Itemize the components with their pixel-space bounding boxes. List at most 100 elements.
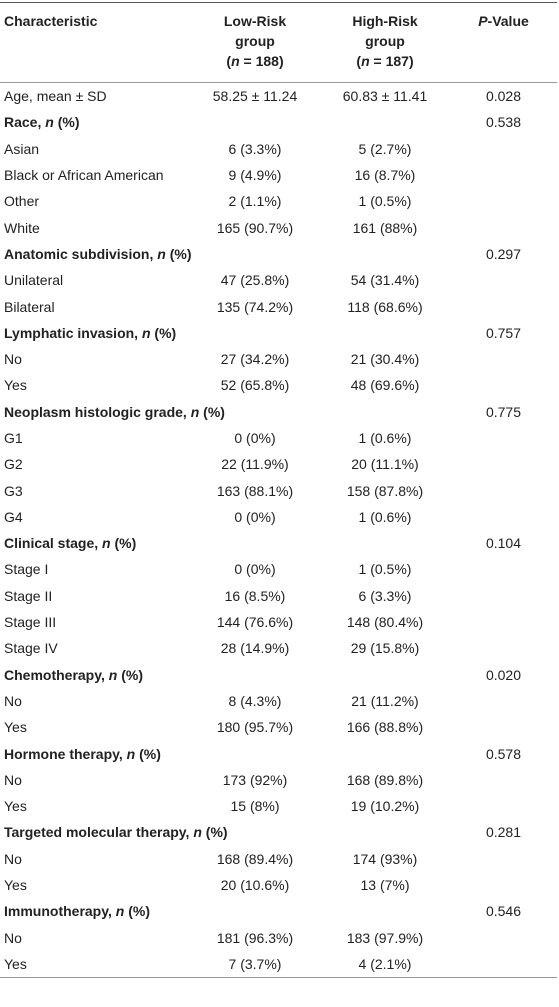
high-risk-cell: 29 (15.8%) — [350, 640, 420, 657]
high-risk-cell: 21 (11.2%) — [351, 692, 419, 709]
high-risk-cell: 118 (68.6%) — [347, 298, 423, 315]
characteristic-cell: Immunotherapy, n (%) — [0, 898, 190, 924]
p-value-cell — [450, 267, 557, 293]
text-segment: n — [45, 114, 54, 131]
text-segment: Anatomic subdivision, — [4, 245, 158, 262]
data-row: Bilateral 135 (74.2%) 118 (68.6%) — [0, 293, 557, 319]
p-value-cell: 0.546 — [485, 903, 522, 920]
characteristic-cell: G3 — [4, 482, 23, 499]
low-risk-cell: 0 (0%) — [234, 508, 276, 525]
p-value-cell — [450, 346, 557, 372]
text-segment: Targeted molecular therapy, — [4, 824, 194, 841]
characteristic-cell: Age, mean ± SD — [4, 88, 107, 105]
low-risk-cell: 52 (65.8%) — [220, 377, 290, 394]
text-segment: Chemotherapy, — [4, 666, 109, 683]
high-risk-cell: 54 (31.4%) — [350, 272, 420, 289]
header-line: (n = 187) — [324, 51, 446, 71]
header-line: group — [324, 31, 446, 51]
p-value-cell: 0.020 — [485, 666, 522, 683]
characteristic-cell: Race, n (%) — [0, 109, 190, 135]
table-body: Age, mean ± SD 58.25 ± 11.24 60.83 ± 11.41… — [0, 83, 557, 978]
data-row: Stage III 144 (76.6%) 148 (80.4%) — [0, 609, 557, 635]
p-value-cell — [450, 925, 557, 951]
p-value-cell — [450, 714, 557, 740]
text-segment: (%) — [53, 114, 80, 131]
text-segment: Immunotherapy, — [4, 903, 116, 920]
p-value-cell: 0.281 — [485, 824, 522, 841]
low-risk-cell: 7 (3.7%) — [228, 955, 282, 972]
data-row: Stage IV 28 (14.9%) 29 (15.8%) — [0, 635, 557, 661]
high-risk-cell: 1 (0.6%) — [358, 508, 412, 525]
text-segment: group — [365, 33, 405, 49]
column-header: Low-Risk group (n = 188) — [190, 2, 320, 83]
low-risk-cell — [190, 109, 320, 135]
data-row: G4 0 (0%) 1 (0.6%) — [0, 504, 557, 530]
p-value-cell: 0.028 — [485, 88, 522, 105]
section-row: Race, n (%) 0.538 — [0, 109, 557, 135]
characteristic-cell: Neoplasm histologic grade, n (%) — [0, 399, 225, 425]
characteristic-cell: Yes — [4, 877, 27, 894]
low-risk-cell: 168 (89.4%) — [216, 850, 294, 867]
low-risk-cell: 28 (14.9%) — [220, 640, 290, 657]
p-value-cell: 0.104 — [485, 535, 522, 552]
data-row: Black or African American 9 (4.9%) 16 (8.7… — [0, 162, 557, 188]
text-segment: ( — [356, 53, 362, 69]
data-row: No 27 (34.2%) 21 (30.4%) — [0, 346, 557, 372]
data-row: Yes 180 (95.7%) 166 (88.8%) — [0, 714, 557, 740]
characteristic-cell: Asian — [4, 140, 40, 157]
characteristic-cell: Yes — [4, 798, 27, 815]
data-row: Unilateral 47 (25.8%) 54 (31.4%) — [0, 267, 557, 293]
low-risk-cell: 9 (4.9%) — [228, 167, 282, 184]
column-header: Characteristic — [0, 2, 190, 83]
low-risk-cell: 165 (90.7%) — [216, 219, 294, 236]
low-risk-cell: 144 (76.6%) — [216, 614, 294, 631]
text-segment: n — [193, 824, 202, 841]
characteristic-cell: No — [4, 929, 22, 946]
characteristic-cell: G4 — [4, 508, 23, 525]
text-segment: group — [235, 33, 275, 49]
data-row: Age, mean ± SD 58.25 ± 11.24 60.83 ± 11.41… — [0, 83, 557, 110]
high-risk-cell — [320, 819, 450, 845]
low-risk-cell: 6 (3.3%) — [228, 140, 282, 157]
characteristic-cell: Stage II — [4, 587, 53, 604]
section-row: Lymphatic invasion, n (%) 0.757 — [0, 320, 557, 346]
characteristic-cell: Yes — [4, 719, 27, 736]
high-risk-cell: 20 (11.1%) — [351, 456, 419, 473]
low-risk-cell: 58.25 ± 11.24 — [212, 88, 298, 105]
header-line: Characteristic — [4, 11, 186, 31]
characteristic-cell: Black or African American — [4, 167, 164, 184]
p-value-cell — [450, 767, 557, 793]
header-row: Characteristic Low-Risk group (n = 188) High… — [0, 2, 557, 83]
high-risk-cell — [320, 898, 450, 924]
header-line: P-Value — [454, 11, 553, 31]
data-row: Yes 7 (3.7%) 4 (2.1%) — [0, 951, 557, 978]
p-value-cell — [450, 583, 557, 609]
data-row: Other 2 (1.1%) 1 (0.5%) — [0, 188, 557, 214]
text-segment: n — [231, 53, 240, 69]
column-header: High-Risk group (n = 187) — [320, 2, 450, 83]
p-value-cell — [450, 188, 557, 214]
data-row: No 8 (4.3%) 21 (11.2%) — [0, 688, 557, 714]
low-risk-cell — [190, 530, 320, 556]
high-risk-cell: 1 (0.5%) — [358, 193, 412, 210]
p-value-cell — [450, 872, 557, 898]
data-row: Yes 15 (8%) 19 (10.2%) — [0, 793, 557, 819]
low-risk-cell: 173 (92%) — [222, 771, 288, 788]
section-row: Chemotherapy, n (%) 0.020 — [0, 662, 557, 688]
characteristic-cell: No — [4, 771, 22, 788]
high-risk-cell: 158 (87.8%) — [346, 482, 424, 499]
high-risk-cell: 1 (0.5%) — [358, 561, 412, 578]
text-segment: (%) — [150, 324, 177, 341]
section-row: Immunotherapy, n (%) 0.546 — [0, 898, 557, 924]
low-risk-cell: 47 (25.8%) — [220, 272, 290, 289]
text-segment: = 188) — [239, 53, 284, 69]
high-risk-cell: 16 (8.7%) — [354, 167, 416, 184]
text-segment: (%) — [165, 245, 192, 262]
p-value-cell — [450, 609, 557, 635]
characteristic-cell: Lymphatic invasion, n (%) — [0, 320, 190, 346]
p-value-cell — [450, 372, 557, 398]
p-value-cell: 0.538 — [485, 114, 522, 131]
high-risk-cell: 60.83 ± 11.41 — [342, 88, 428, 105]
text-segment: (%) — [201, 824, 228, 841]
characteristic-cell: White — [4, 219, 40, 236]
